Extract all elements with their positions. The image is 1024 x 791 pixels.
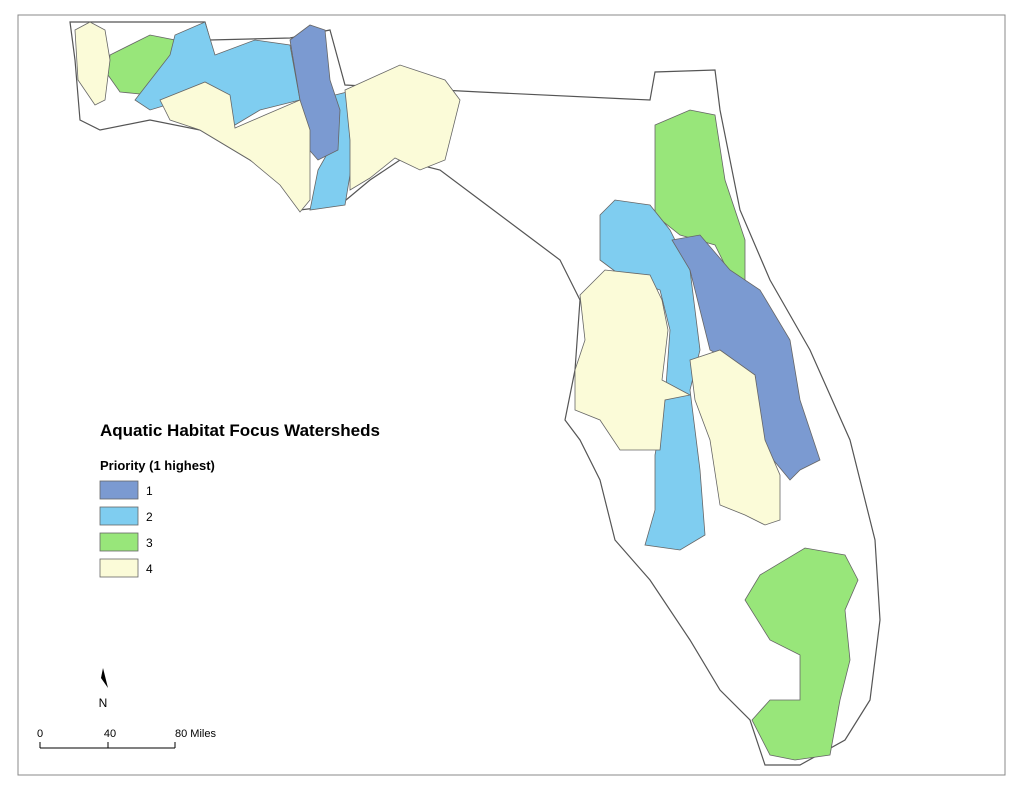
scale-label: 40 — [104, 728, 116, 740]
legend-swatch — [99, 532, 139, 552]
watershed — [744, 547, 859, 761]
watershed — [671, 234, 821, 481]
legend-swatch — [99, 506, 139, 526]
legend-swatch — [99, 480, 139, 500]
watershed — [689, 349, 781, 526]
legend-label: 3 — [146, 536, 153, 550]
watershed — [344, 64, 461, 191]
legend-label: 1 — [146, 484, 153, 498]
legend-title: Priority (1 highest) — [100, 458, 215, 473]
watershed — [159, 81, 311, 213]
legend-label: 4 — [146, 562, 153, 576]
watershed — [574, 269, 692, 451]
watersheds — [74, 21, 859, 761]
scale-bar: 0 40 80 Miles — [37, 728, 216, 749]
north-label: N — [99, 696, 108, 710]
legend-label: 2 — [146, 510, 153, 524]
north-arrow: N — [99, 668, 108, 710]
legend-heading: Aquatic Habitat Focus Watersheds — [100, 421, 380, 440]
scale-label: 80 Miles — [175, 728, 216, 740]
legend: 1 2 3 4 — [99, 480, 153, 578]
watershed — [599, 199, 706, 551]
watershed — [74, 21, 111, 106]
legend-swatch — [99, 558, 139, 578]
north-arrow-glyph — [101, 668, 108, 688]
scale-label: 0 — [37, 728, 43, 740]
